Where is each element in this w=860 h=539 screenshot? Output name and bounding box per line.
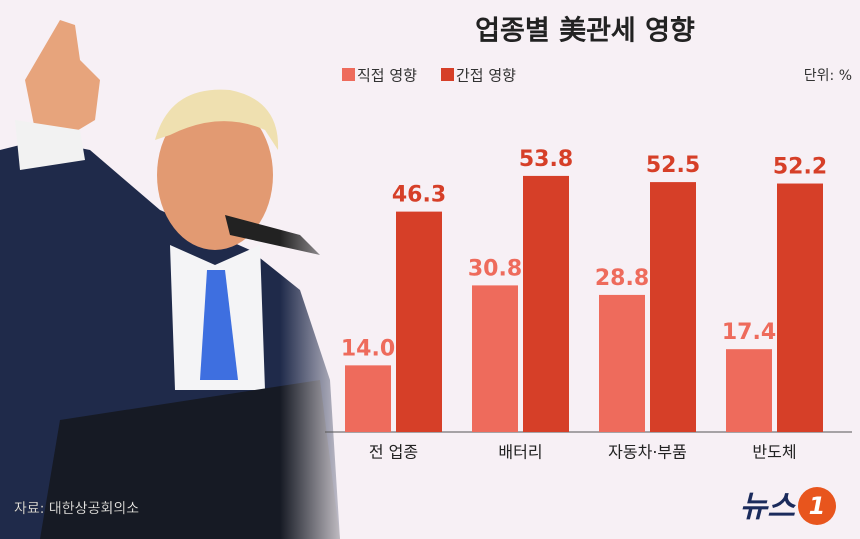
legend-swatch	[441, 68, 454, 81]
legend-label: 직접 영향	[357, 67, 417, 85]
bar	[599, 294, 645, 432]
photo	[0, 20, 360, 539]
x-tick-label: 전 업종	[369, 443, 418, 462]
value-label: 17.4	[722, 320, 776, 345]
value-label: 53.8	[519, 147, 573, 172]
value-label: 46.3	[392, 183, 446, 208]
unit-label: 단위: %	[804, 68, 852, 84]
x-tick-label: 배터리	[498, 443, 542, 462]
x-tick-label: 자동차·부품	[608, 443, 687, 462]
bar	[523, 175, 569, 433]
legend-swatch	[342, 68, 355, 81]
source: 자료: 대한상공회의소	[14, 501, 139, 517]
logo: 뉴스 1	[740, 487, 836, 525]
logo-mark: 1	[809, 492, 826, 520]
value-label: 28.8	[595, 266, 649, 291]
bar	[726, 349, 772, 432]
bar	[345, 365, 391, 432]
value-label: 14.0	[341, 336, 395, 361]
bar	[777, 183, 823, 432]
logo-circle	[798, 487, 836, 525]
legend-label: 간접 영향	[456, 67, 516, 85]
chart-title: 업종별 美관세 영향	[475, 15, 695, 47]
bar	[650, 182, 696, 432]
value-label: 30.8	[468, 256, 522, 281]
value-label: 52.5	[646, 153, 700, 178]
bar	[472, 285, 518, 432]
value-label: 52.2	[773, 155, 827, 180]
bar	[396, 211, 442, 432]
logo-text: 뉴스	[740, 490, 797, 525]
x-tick-label: 반도체	[752, 443, 796, 462]
